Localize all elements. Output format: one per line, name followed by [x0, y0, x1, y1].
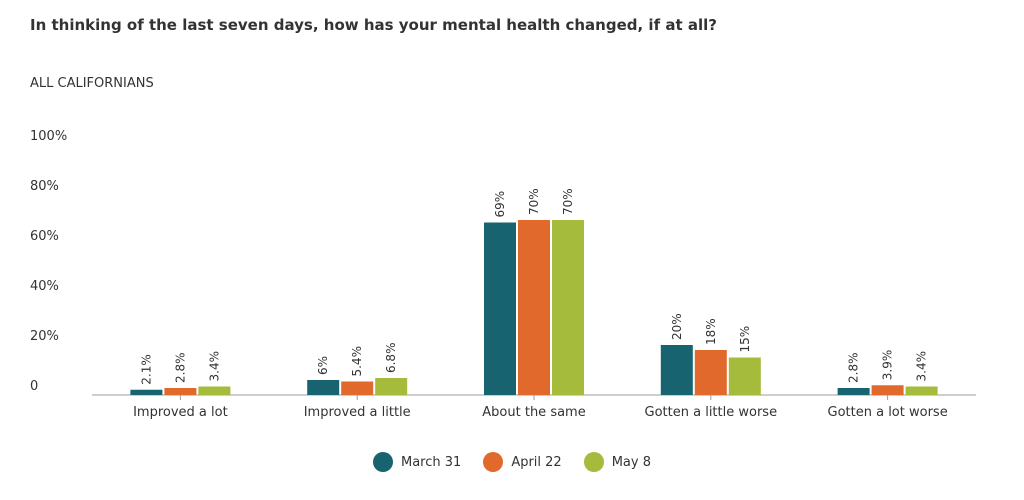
category-label: Improved a lot [133, 405, 228, 420]
legend-item: April 22 [483, 452, 562, 472]
bar [660, 345, 693, 395]
legend-item: March 31 [373, 452, 461, 472]
data-label: 6.8% [384, 343, 398, 374]
bar [552, 220, 584, 395]
data-label: 18% [704, 318, 718, 345]
legend-swatch [583, 452, 604, 472]
data-label: 20% [670, 313, 684, 340]
chart-subtitle: ALL CALIFORNIANS [30, 76, 154, 91]
data-label: 69% [493, 191, 507, 218]
chart-legend: March 31 April 22 May 8 [0, 452, 1024, 472]
data-label: 2.1% [139, 354, 153, 385]
data-label: 3.9% [881, 350, 895, 381]
data-label: 15% [738, 326, 752, 353]
bar [837, 388, 870, 395]
legend-swatch [483, 452, 504, 472]
y-tick-label: 80% [30, 179, 59, 194]
legend-label: March 31 [401, 454, 462, 470]
bar [871, 385, 904, 395]
bar [130, 389, 163, 395]
legend-label: April 22 [511, 454, 562, 470]
y-tick-label: 100% [30, 129, 67, 144]
data-label: 5.4% [350, 346, 364, 377]
bar [484, 222, 516, 395]
legend-swatch [373, 452, 393, 472]
bar [198, 386, 231, 395]
y-tick-label: 0 [30, 379, 38, 394]
category-label: Improved a little [304, 405, 411, 420]
chart-title: In thinking of the last seven days, how … [30, 16, 717, 34]
bar [375, 378, 408, 395]
bar [164, 388, 197, 395]
y-tick-label: 40% [30, 279, 59, 294]
category-label: Gotten a lot worse [828, 405, 948, 420]
data-label: 70% [527, 188, 541, 215]
data-label: 3.4% [207, 351, 221, 382]
legend-label: May 8 [611, 454, 651, 470]
bar-chart: 0 20% 40% 60% 80% 100% Improved a lot 2.1% 2.8% 3… [30, 129, 976, 420]
data-label: 70% [561, 188, 575, 215]
data-label: 2.8% [847, 353, 861, 384]
bar [518, 220, 550, 395]
bar [307, 380, 340, 395]
category-label: About the same [482, 405, 585, 420]
data-label: 3.4% [915, 351, 929, 382]
legend-item: May 8 [583, 452, 651, 472]
y-tick-label: 20% [30, 329, 59, 344]
data-label: 6% [316, 356, 330, 375]
bar [694, 350, 727, 395]
bar [728, 357, 761, 395]
bar [341, 381, 374, 395]
bar [905, 386, 938, 395]
category-label: Gotten a little worse [645, 405, 778, 420]
data-label: 2.8% [173, 353, 187, 384]
y-tick-label: 60% [30, 229, 59, 244]
